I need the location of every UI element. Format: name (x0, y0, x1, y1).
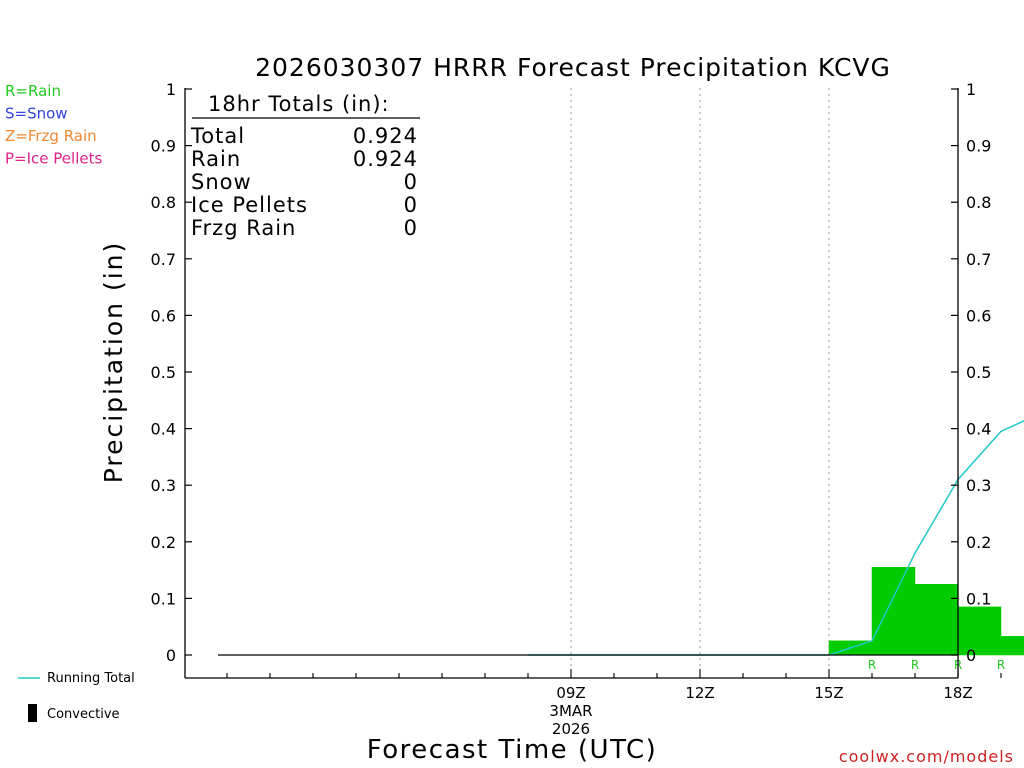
precip-bar-1 (871, 567, 916, 656)
y-axis-label: Precipitation (in) (99, 241, 128, 484)
totals-label-2: Snow (191, 170, 252, 194)
y-axis-ticks: 0 00.1 0.10.2 0.20.3 0.30.4 0.40.5 0.50.6 0.60.… (151, 80, 992, 665)
precip-type-labels: RRRRRRRRRR (868, 658, 1005, 672)
precip-type-legend: R=Rain S=Snow Z=Frzg Rain P=Ice Pellets (5, 82, 102, 168)
y-tick-label-left-10: 1 (166, 80, 176, 99)
precip-type-legend-1: S=Snow (5, 105, 68, 123)
running-total-line (528, 419, 1024, 656)
y-tick-label-left-8: 0.8 (151, 193, 176, 212)
precip-type-legend-3: P=Ice Pellets (5, 150, 102, 168)
x-axis-ticks: 09Z3MAR202612Z15Z18Z21Z00Z4MAR (226, 669, 1002, 738)
totals-label-3: Ice Pellets (191, 193, 308, 217)
precip-bar-2 (914, 584, 959, 656)
y-tick-label-left-6: 0.6 (151, 306, 176, 325)
y-tick-label-right-6: 0.6 (966, 306, 991, 325)
y-tick-label-right-8: 0.8 (966, 193, 991, 212)
credit-text: coolwx.com/models (839, 747, 1014, 766)
precip-bar-4 (1000, 636, 1024, 656)
y-tick-label-left-9: 0.9 (151, 137, 176, 156)
y-tick-label-left-2: 0.2 (151, 533, 176, 552)
y-tick-label-right-3: 0.3 (966, 476, 991, 495)
y-tick-label-left-1: 0.1 (151, 589, 176, 608)
y-tick-label-left-3: 0.3 (151, 476, 176, 495)
y-tick-label-right-0: 0 (966, 646, 976, 665)
y-tick-label-left-4: 0.4 (151, 420, 176, 439)
precip-type-legend-2: Z=Frzg Rain (5, 127, 97, 145)
totals-value-4: 0 (404, 216, 418, 240)
totals-header: 18hr Totals (in): (208, 92, 390, 116)
running-total-legend-label: Running Total (47, 671, 135, 686)
y-tick-label-right-10: 1 (966, 80, 976, 99)
y-tick-label-right-5: 0.5 (966, 363, 991, 382)
precip-type-legend-0: R=Rain (5, 82, 61, 100)
totals-label-1: Rain (191, 147, 241, 171)
x-tick-label-3-0: 18Z (943, 684, 972, 702)
totals-value-3: 0 (404, 193, 418, 217)
totals-value-1: 0.924 (353, 147, 418, 171)
x-axis-label: Forecast Time (UTC) (367, 735, 658, 765)
totals-value-0: 0.924 (353, 124, 418, 148)
y-tick-label-right-7: 0.7 (966, 250, 991, 269)
convective-swatch (28, 704, 37, 722)
y-tick-label-left-5: 0.5 (151, 363, 176, 382)
totals-box: 18hr Totals (in): Total 0.924 Rain 0.924 Sno… (190, 92, 420, 240)
y-tick-label-right-2: 0.2 (966, 533, 991, 552)
convective-legend-label: Convective (47, 707, 120, 722)
x-tick-label-1-0: 12Z (685, 684, 714, 702)
precip-type-label-3: R (997, 658, 1005, 672)
x-tick-label-0-0: 09Z (556, 684, 585, 702)
precip-type-label-1: R (911, 658, 919, 672)
series-legend: Running Total Convective (18, 671, 135, 722)
y-tick-label-right-1: 0.1 (966, 589, 991, 608)
x-tick-label-0-2: 2026 (552, 720, 590, 738)
x-tick-label-2-0: 15Z (814, 684, 843, 702)
precip-bar-3 (957, 606, 1002, 656)
totals-label-4: Frzg Rain (191, 216, 296, 240)
totals-label-0: Total (190, 124, 245, 148)
totals-value-2: 0 (404, 170, 418, 194)
precip-bars (828, 567, 1024, 656)
x-tick-label-0-1: 3MAR (549, 702, 592, 720)
y-tick-label-right-9: 0.9 (966, 137, 991, 156)
precip-type-label-0: R (868, 658, 876, 672)
chart-title: 2026030307 HRRR Forecast Precipitation K… (255, 53, 891, 82)
y-tick-label-right-4: 0.4 (966, 420, 991, 439)
y-tick-label-left-0: 0 (166, 646, 176, 665)
y-tick-label-left-7: 0.7 (151, 250, 176, 269)
